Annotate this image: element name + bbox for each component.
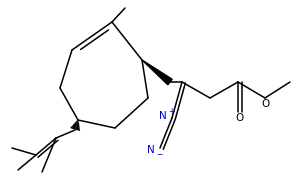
Text: −: − [156, 151, 162, 160]
Text: N: N [159, 111, 167, 121]
Text: O: O [261, 99, 269, 109]
Text: +: + [168, 107, 174, 116]
Text: N: N [147, 145, 155, 155]
Text: O: O [235, 113, 243, 123]
Polygon shape [142, 60, 172, 85]
